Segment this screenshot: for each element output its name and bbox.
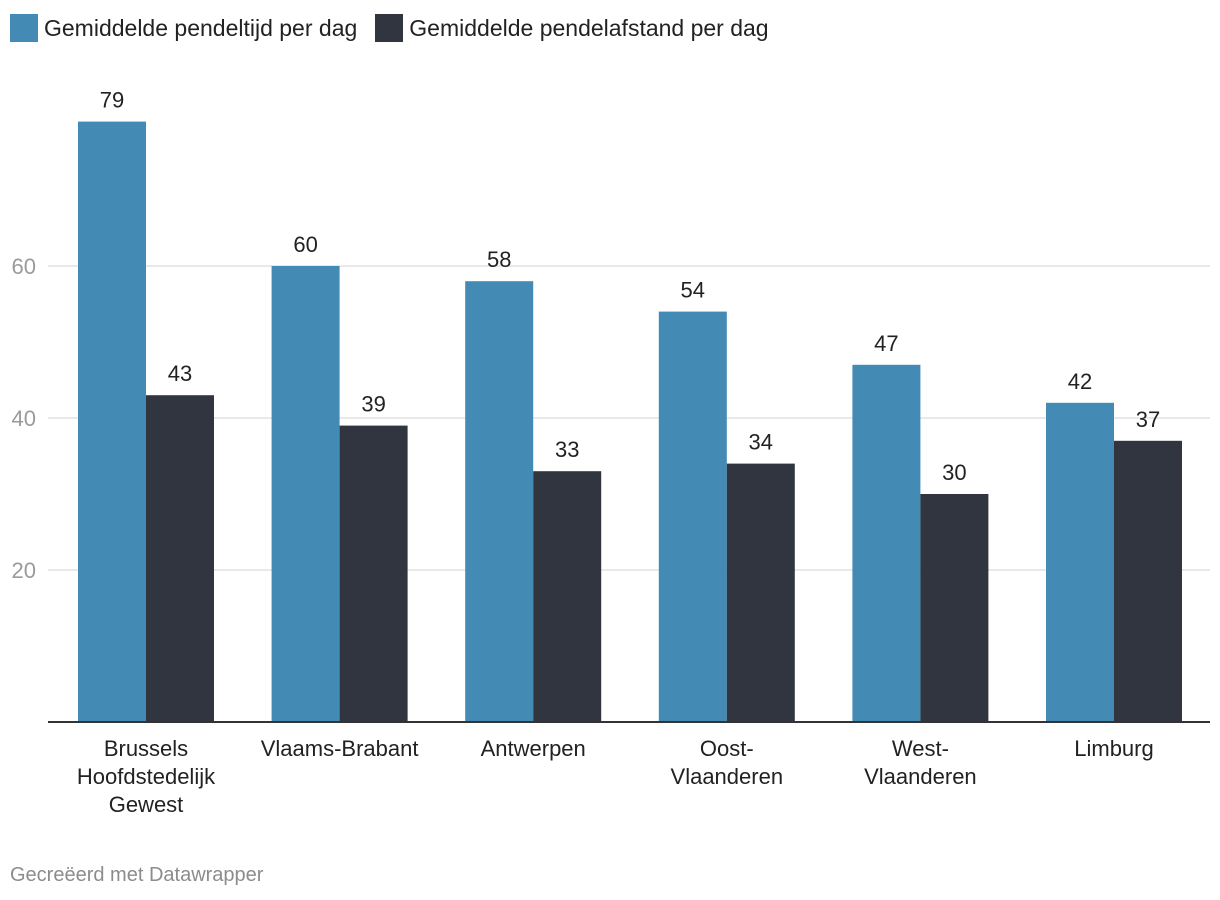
- value-label-s2-c5: 30: [942, 460, 966, 485]
- bar-s2-c5: [920, 494, 989, 722]
- value-label-s1-c2: 60: [293, 232, 317, 257]
- y-tick-label-20: 20: [12, 558, 36, 583]
- bar-s2-c2: [339, 425, 408, 722]
- bar-s1-c3: [465, 281, 534, 722]
- chart-legend: Gemiddelde pendeltijd per dag Gemiddelde…: [10, 12, 787, 44]
- value-label-s1-c3: 58: [487, 247, 511, 272]
- bar-s2-c6: [1114, 440, 1182, 722]
- value-label-s2-c6: 37: [1136, 407, 1160, 432]
- bar-s1-c4: [658, 311, 727, 722]
- y-tick-label-60: 60: [12, 254, 36, 279]
- x-category-label-4: Oost-Vlaanderen: [671, 736, 784, 789]
- value-label-s2-c1: 43: [168, 361, 192, 386]
- value-label-s2-c2: 39: [361, 392, 385, 417]
- value-label-s2-c4: 34: [749, 430, 773, 455]
- x-category-label-1: Brussels Hoofdstedelijk Gewest: [77, 736, 216, 817]
- bar-s2-c1: [146, 395, 214, 722]
- value-label-s1-c5: 47: [874, 331, 898, 356]
- legend-swatch-series-1: [10, 14, 38, 42]
- value-label-s2-c3: 33: [555, 437, 579, 462]
- legend-label-series-2: Gemiddelde pendelafstand per dag: [409, 14, 769, 41]
- bar-s2-c4: [726, 463, 795, 722]
- value-label-s1-c1: 79: [100, 88, 124, 113]
- x-category-label-2: Vlaams-Brabant: [261, 736, 419, 761]
- bar-s1-c1: [78, 121, 146, 723]
- legend-label-series-1: Gemiddelde pendeltijd per dag: [44, 14, 358, 41]
- legend-item-series-1: Gemiddelde pendeltijd per dag: [10, 14, 357, 42]
- value-label-s1-c4: 54: [681, 278, 705, 303]
- bar-s2-c3: [533, 471, 602, 722]
- legend-item-series-2: Gemiddelde pendelafstand per dag: [375, 14, 769, 42]
- y-tick-label-40: 40: [12, 406, 36, 431]
- legend-swatch-series-2: [375, 14, 404, 42]
- bar-s1-c2: [271, 266, 340, 722]
- value-label-s1-c6: 42: [1068, 369, 1092, 394]
- x-category-label-5: West-Vlaanderen: [864, 736, 977, 789]
- x-category-label-6: Limburg: [1074, 736, 1153, 761]
- bar-s1-c5: [852, 364, 921, 722]
- x-category-label-3: Antwerpen: [481, 736, 586, 761]
- footer-credit: Gecreëerd met Datawrapper: [10, 864, 264, 886]
- bar-s1-c6: [1046, 402, 1114, 722]
